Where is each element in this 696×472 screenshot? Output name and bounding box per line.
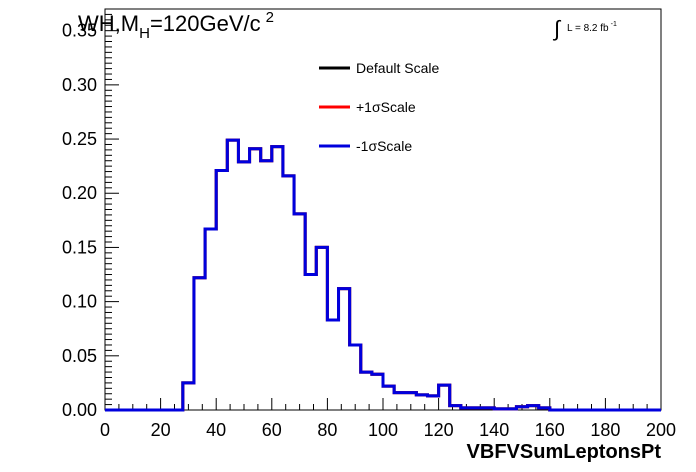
x-axis-label: VBFVSumLeptonsPt (467, 441, 662, 463)
series-layer (105, 138, 661, 412)
x-tick-label: 80 (317, 420, 337, 440)
x-tick-label: 180 (590, 420, 620, 440)
x-tick-label: 140 (479, 420, 509, 440)
legend-label-2: -1σScale (356, 138, 412, 154)
x-axis: 0 20 40 60 80 100 120 140 160 180 200 (100, 398, 676, 440)
y-tick-label: 0.00 (62, 400, 97, 420)
legend-label-1: +1σScale (356, 99, 416, 115)
y-tick-label: 0.30 (62, 75, 97, 95)
lumi-label: L = 8.2 fb -1 (567, 21, 617, 34)
x-tick-label: 60 (262, 420, 282, 440)
x-tick-label: 0 (100, 420, 110, 440)
x-tick-label: 200 (646, 420, 676, 440)
lumi-text: L = 8.2 fb (567, 23, 609, 34)
x-tick-label: 20 (151, 420, 171, 440)
y-tick-label: 0.20 (62, 183, 97, 203)
legend-label-0: Default Scale (356, 60, 439, 76)
y-tick-label: 0.15 (62, 237, 97, 257)
title-main: WH,M (78, 11, 139, 36)
y-tick-label: 0.35 (62, 21, 97, 41)
series-line-2 (105, 138, 661, 412)
x-tick-label: 100 (368, 420, 398, 440)
title-subscript: H (139, 25, 150, 42)
y-axis: 0.00 0.05 0.10 0.15 0.20 0.25 0.30 0.35 (62, 8, 119, 420)
y-tick-label: 0.25 (62, 129, 97, 149)
lumi-integral: ∫ (552, 16, 562, 41)
chart-title: WH,MH=120GeV/c 2 (78, 9, 274, 42)
lumi-superscript: -1 (611, 21, 617, 28)
x-tick-label: 160 (535, 420, 565, 440)
x-tick-label: 120 (424, 420, 454, 440)
y-tick-label: 0.05 (62, 346, 97, 366)
title-rest: =120GeV/c (150, 11, 261, 36)
legend: Default Scale +1σScale -1σScale (319, 60, 439, 154)
y-tick-label: 0.10 (62, 292, 97, 312)
x-tick-label: 40 (206, 420, 226, 440)
title-superscript: 2 (266, 9, 274, 26)
